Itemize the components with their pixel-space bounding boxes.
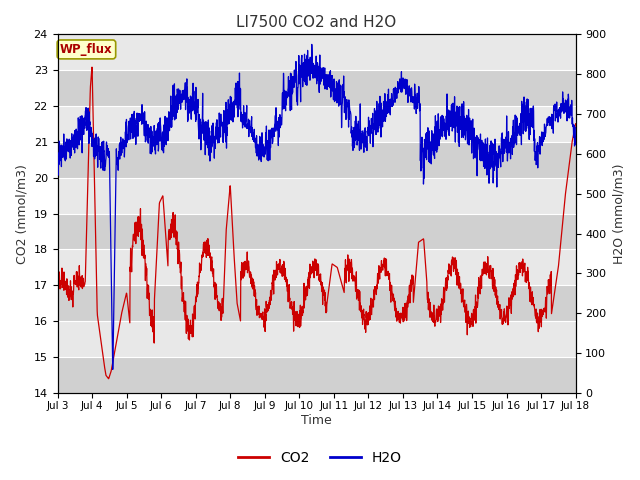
Bar xyxy=(58,34,575,70)
Bar xyxy=(58,357,575,393)
Bar xyxy=(58,321,575,357)
Text: WP_flux: WP_flux xyxy=(60,43,113,56)
Bar xyxy=(58,286,575,321)
Y-axis label: CO2 (mmol/m3): CO2 (mmol/m3) xyxy=(15,164,28,264)
Bar xyxy=(58,70,575,106)
Legend: CO2, H2O: CO2, H2O xyxy=(233,445,407,471)
Bar xyxy=(58,178,575,214)
Bar xyxy=(58,214,575,250)
Bar xyxy=(58,250,575,286)
Bar xyxy=(58,142,575,178)
X-axis label: Time: Time xyxy=(301,414,332,427)
Y-axis label: H2O (mmol/m3): H2O (mmol/m3) xyxy=(612,163,625,264)
Title: LI7500 CO2 and H2O: LI7500 CO2 and H2O xyxy=(236,15,397,30)
Bar xyxy=(58,106,575,142)
